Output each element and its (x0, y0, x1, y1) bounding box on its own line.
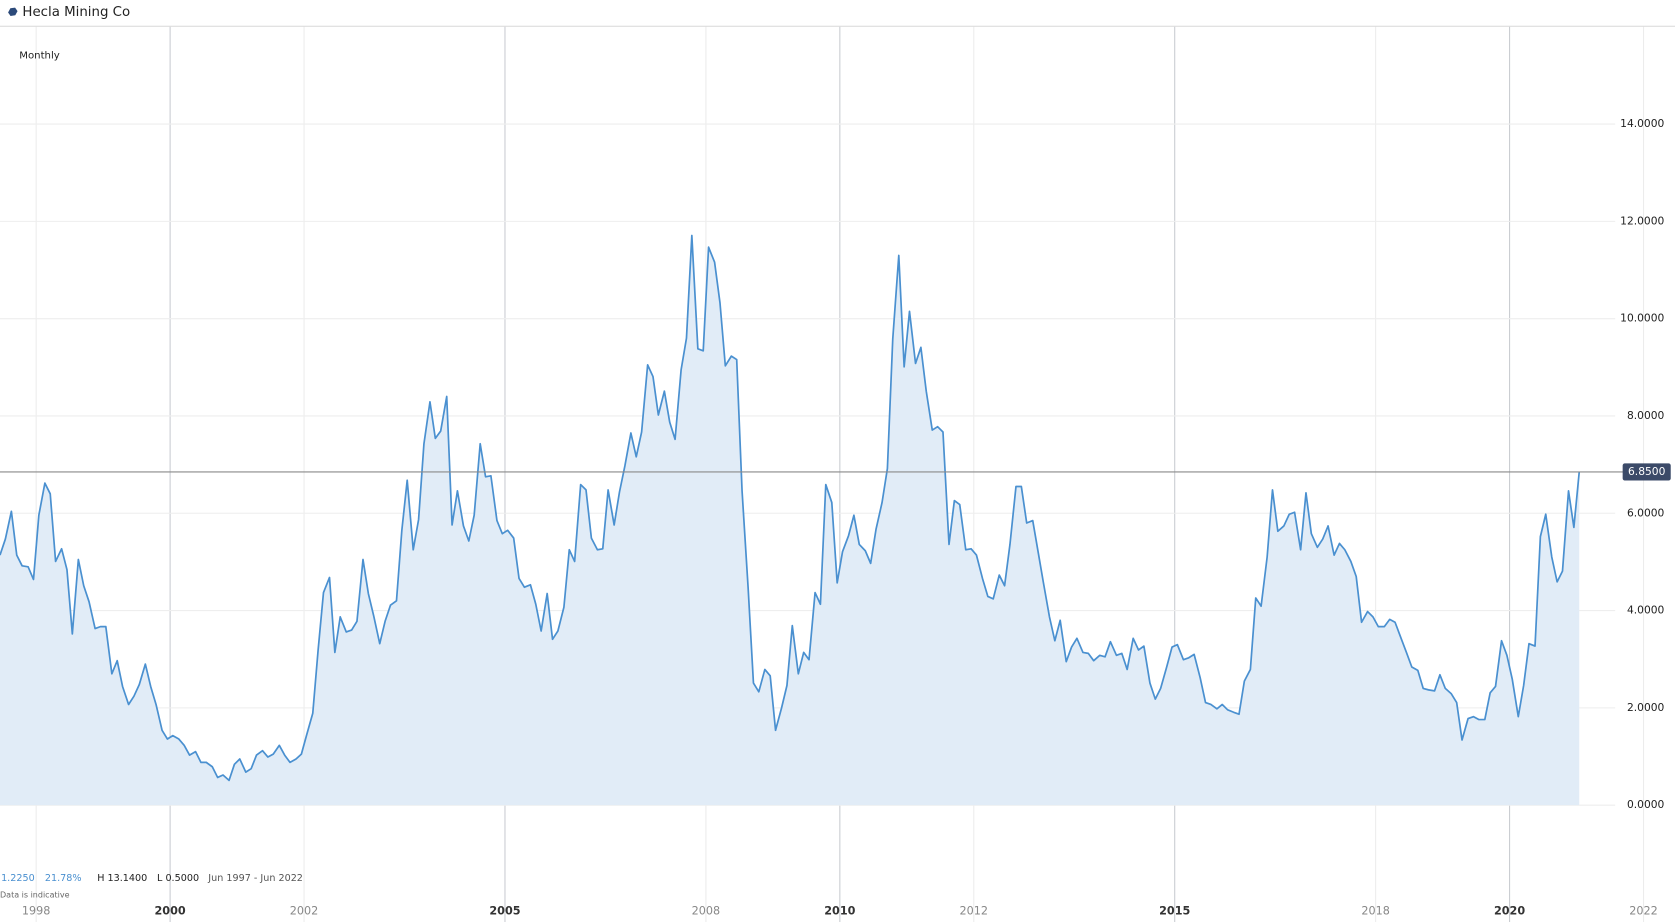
x-tick-label: 2010 (824, 904, 855, 917)
x-tick-label: 2018 (1361, 904, 1390, 917)
data-note: Data is indicative (0, 891, 70, 900)
x-tick-label: 2015 (1159, 904, 1190, 917)
y-tick-label: 4.0000 (1627, 604, 1665, 617)
high-value: H 13.1400 (97, 873, 147, 884)
x-tick-label: 2020 (1494, 904, 1525, 917)
y-tick-label: 6.0000 (1627, 506, 1665, 519)
x-tick-label: 2005 (489, 904, 520, 917)
x-tick-label: 2000 (155, 904, 186, 917)
y-tick-label: 2.0000 (1627, 701, 1665, 714)
x-tick-label: 2022 (1629, 904, 1658, 917)
last-value-box (1622, 463, 1671, 481)
tag-icon (8, 7, 18, 17)
date-range: Jun 1997 - Jun 2022 (207, 873, 303, 884)
change-value: 1.2250 (1, 873, 35, 884)
axis-layer: 1998 2000 2002 2005 2008 2010 2012 2015 2018 2020… (0, 117, 1671, 917)
interval-label: Monthly (19, 51, 60, 62)
chart-title: Hecla Mining Co (22, 5, 130, 20)
y-tick-label: 10.0000 (1620, 312, 1664, 325)
x-tick-label: 2012 (960, 904, 989, 917)
header-bar (0, 0, 1675, 26)
plot-layer (0, 234, 1581, 806)
change-percent: 21.78% (45, 873, 82, 884)
last-value-label: 6.8500 (1628, 465, 1666, 478)
x-tick-label: 2002 (290, 904, 319, 917)
y-tick-label: 8.0000 (1627, 409, 1665, 422)
y-tick-label: 0.0000 (1627, 798, 1665, 811)
x-tick-label: 2008 (692, 904, 721, 917)
price-area (0, 235, 1580, 806)
low-value: L 0.5000 (157, 873, 199, 884)
price-line (0, 234, 1581, 782)
x-tick-label: 1998 (22, 904, 51, 917)
y-tick-label: 14.0000 (1620, 117, 1664, 130)
y-tick-label: 12.0000 (1620, 214, 1664, 227)
